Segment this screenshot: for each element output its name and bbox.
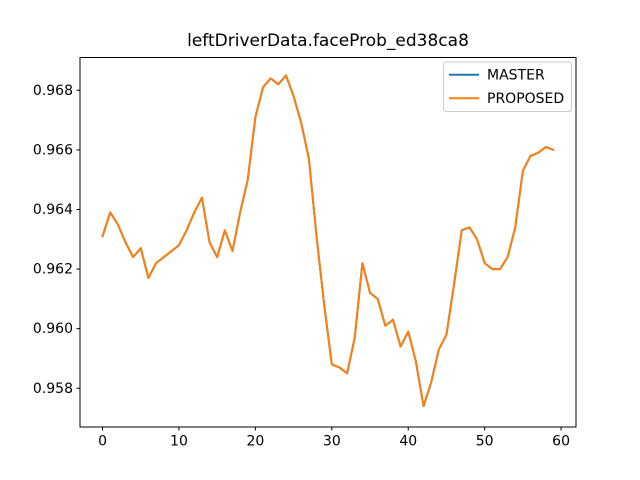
y-tick-label: 0.962 [33,262,73,278]
chart-title: leftDriverData.faceProb_ed38ca8 [187,31,469,51]
y-axis: 0.958 0.960 0.962 0.964 0.966 0.968 [33,83,80,397]
plot-area [79,57,577,428]
x-tick-label: 50 [476,434,494,450]
legend-label-master: MASTER [487,68,545,84]
y-tick-label: 0.966 [33,142,73,158]
y-tick-label: 0.960 [33,321,73,337]
x-tick-label: 0 [98,434,107,450]
x-tick-label: 10 [170,434,188,450]
y-tick-label: 0.968 [33,83,73,99]
x-tick-label: 60 [552,434,570,450]
x-tick-label: 30 [323,434,341,450]
x-tick-label: 40 [399,434,417,450]
legend: MASTER PROPOSED [443,61,572,112]
series-line-proposed [101,74,555,408]
y-tick-label: 0.958 [33,381,73,397]
x-tick-label: 20 [246,434,264,450]
y-tick-label: 0.964 [33,202,73,218]
legend-label-proposed: PROPOSED [487,91,564,107]
series-lines [101,74,555,408]
x-axis: 0 10 20 30 40 50 60 [98,427,570,450]
